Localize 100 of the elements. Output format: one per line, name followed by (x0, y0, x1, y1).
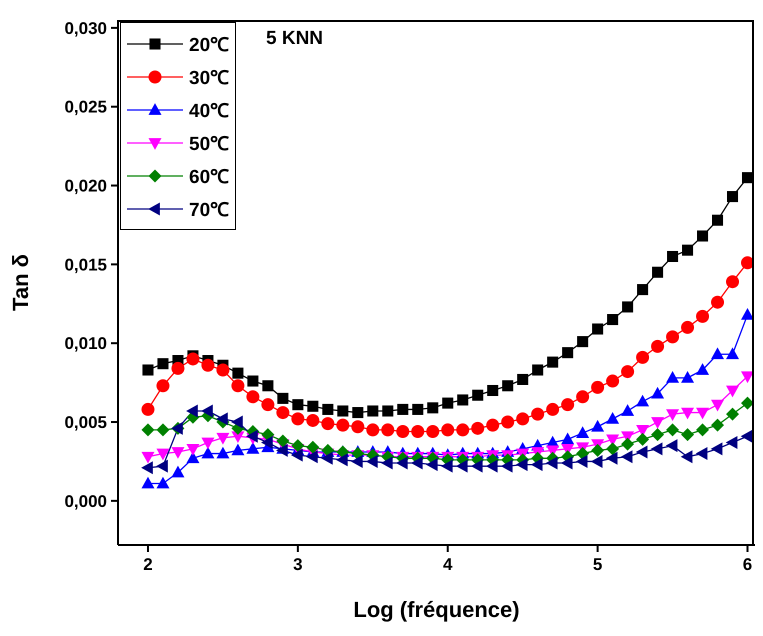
point (591, 420, 604, 432)
point (262, 380, 274, 392)
point (547, 356, 558, 368)
point (681, 371, 694, 383)
point (652, 266, 664, 278)
y-tick-label: 0,020 (64, 176, 107, 196)
point (141, 461, 153, 474)
y-tick-label: 0,025 (64, 98, 107, 117)
x-tick-label: 2 (143, 555, 153, 574)
point (336, 418, 350, 432)
point (291, 412, 304, 426)
point (291, 448, 303, 462)
point (141, 476, 154, 488)
point (561, 432, 574, 444)
point (426, 458, 438, 472)
point (471, 422, 484, 435)
point (246, 442, 260, 454)
point (276, 444, 288, 457)
point (711, 418, 724, 432)
point (246, 430, 258, 443)
point (141, 402, 154, 416)
point (306, 414, 320, 427)
point (456, 423, 470, 436)
legend-label: 70℃ (189, 198, 230, 222)
y-axis-title: Tan δ (8, 254, 33, 311)
point (352, 407, 364, 418)
point (546, 456, 558, 470)
point (261, 436, 273, 450)
legend-label: 40℃ (189, 100, 230, 122)
point (397, 404, 408, 415)
point (186, 404, 198, 418)
point (321, 417, 334, 430)
x-tick-label: 3 (293, 555, 303, 574)
point (546, 402, 560, 416)
point (246, 390, 260, 404)
y-tick-label: 0,000 (64, 492, 107, 511)
point (232, 368, 244, 379)
point (681, 408, 694, 420)
point (186, 444, 200, 456)
point (306, 450, 318, 464)
point (711, 347, 724, 360)
legend-label: 50℃ (189, 132, 230, 156)
point (650, 442, 662, 456)
point (531, 408, 544, 421)
point (156, 460, 168, 473)
point (351, 420, 364, 434)
point (560, 456, 573, 470)
point (620, 450, 632, 464)
point (740, 430, 752, 443)
point (366, 454, 378, 468)
point (666, 423, 680, 436)
point (157, 358, 168, 370)
point (247, 376, 258, 387)
point (696, 408, 710, 420)
point (666, 330, 680, 344)
point (396, 424, 410, 438)
point (396, 456, 408, 470)
y-tick-label: 0,030 (64, 18, 107, 38)
point (712, 214, 724, 226)
point (367, 405, 378, 417)
point (530, 458, 543, 472)
point (350, 454, 363, 468)
point (576, 454, 588, 468)
point (592, 323, 604, 335)
point (141, 423, 154, 436)
point (636, 350, 650, 364)
point (336, 453, 348, 466)
point (637, 284, 648, 296)
point (681, 320, 694, 334)
point (696, 423, 710, 436)
point (261, 398, 274, 412)
point (142, 364, 154, 376)
point (680, 450, 692, 464)
point (606, 374, 620, 388)
point (710, 442, 722, 456)
point (621, 438, 634, 451)
point (216, 412, 228, 426)
point (576, 426, 590, 438)
point (590, 454, 602, 468)
point (667, 250, 678, 262)
x-tick-label: 5 (592, 555, 602, 574)
point (682, 244, 694, 256)
point (726, 386, 740, 398)
point (216, 446, 230, 458)
point (711, 296, 724, 309)
point (666, 371, 680, 383)
point (501, 416, 514, 429)
point (276, 406, 290, 420)
x-axis-title: Log (fréquence) (353, 597, 520, 622)
point (696, 447, 708, 460)
point (306, 440, 320, 454)
point (576, 390, 590, 404)
point (591, 380, 604, 394)
point (231, 444, 244, 456)
point (141, 452, 154, 464)
point (351, 447, 364, 460)
point (576, 447, 590, 460)
point (216, 432, 230, 445)
point (517, 374, 528, 385)
legend-label: 20℃ (189, 34, 230, 56)
